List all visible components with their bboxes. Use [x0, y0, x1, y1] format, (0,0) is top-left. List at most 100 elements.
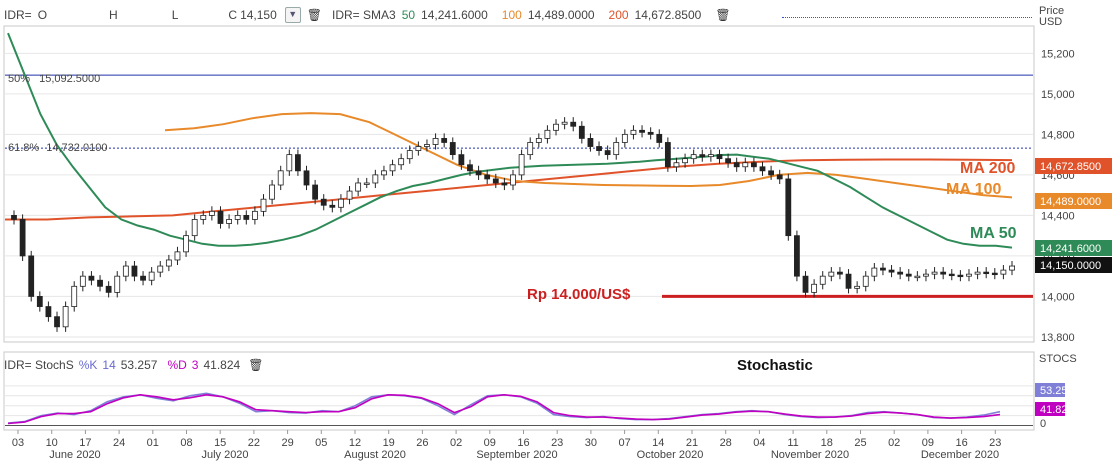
x-month-label: October 2020: [637, 449, 704, 461]
candle: [234, 214, 241, 220]
candle: [45, 306, 52, 318]
x-day-label: 19: [383, 437, 395, 449]
stoch-label: IDR= StochS: [4, 358, 74, 372]
candle: [329, 204, 336, 208]
moving-average-lines: [5, 32, 1013, 249]
candle: [742, 162, 749, 168]
candle: [570, 121, 577, 127]
candle: [553, 123, 559, 131]
candle: [36, 296, 43, 307]
stoch-grid: [5, 385, 1033, 427]
candle: [699, 154, 706, 158]
candle: [11, 214, 17, 220]
x-day-label: 12: [349, 437, 361, 449]
candle: [716, 154, 723, 160]
x-day-label: 17: [79, 437, 91, 449]
ma50-line: [7, 32, 1013, 249]
candle: [905, 273, 912, 277]
candle: [88, 275, 95, 281]
x-day-label: 23: [551, 437, 563, 449]
candle: [613, 142, 620, 156]
symbol-label: IDR=: [4, 8, 32, 22]
x-day-label: 23: [989, 437, 1001, 449]
toolbar-dotted-line: [782, 17, 1032, 18]
x-day-label: 25: [854, 437, 866, 449]
candle: [208, 210, 215, 216]
candle: [277, 170, 284, 186]
ma100-annotation: MA 100: [946, 181, 1002, 198]
candle: [355, 182, 362, 192]
candle: [664, 142, 671, 168]
high-label: H: [109, 8, 118, 22]
x-day-label: 21: [686, 437, 698, 449]
candle: [501, 182, 508, 186]
candle: [828, 271, 835, 277]
candle: [802, 275, 809, 293]
candle: [295, 154, 301, 172]
candle: [346, 190, 353, 200]
candle: [372, 174, 379, 184]
fib50-percent: 50%: [8, 73, 31, 85]
dropdown-chevron-icon[interactable]: ▼: [284, 7, 301, 23]
candle: [114, 275, 121, 293]
candle: [260, 198, 267, 212]
stoch-tick-label: 41.824: [1040, 404, 1074, 416]
candle: [966, 273, 972, 277]
x-day-label: 28: [720, 437, 732, 449]
candle: [217, 210, 224, 224]
candle: [888, 269, 895, 273]
fib618-label: 61.8% 14,732.0100: [8, 142, 107, 154]
x-day-label: 30: [585, 437, 597, 449]
sma-trash-icon[interactable]: 🗑: [715, 8, 731, 22]
trash-icon[interactable]: 🗑: [306, 8, 322, 22]
candle: [682, 158, 688, 164]
low-label: L: [171, 8, 179, 22]
x-day-label: 26: [416, 437, 428, 449]
candle: [484, 174, 491, 180]
fib50-value: 15,092.5000: [39, 73, 101, 85]
candle: [243, 214, 250, 220]
y-tick-label: 14,000: [1041, 291, 1075, 303]
stoch-title: Stochastic: [737, 357, 813, 374]
x-day-label: 29: [281, 437, 293, 449]
candle: [1009, 265, 1015, 271]
stoch-value-tag: [1035, 402, 1065, 416]
stoch-lines: [7, 392, 1001, 425]
price-tag-label: 14,241.6000: [1040, 243, 1101, 255]
candle: [621, 133, 628, 143]
price-tag: [1035, 257, 1112, 273]
candle: [303, 170, 310, 186]
currency-label: USD: [1039, 16, 1063, 28]
candle: [845, 273, 852, 289]
candle: [122, 265, 129, 277]
candle: [931, 271, 938, 275]
candle: [97, 279, 103, 287]
candle: [183, 235, 189, 253]
candle: [604, 150, 611, 156]
stoch-d-line: [7, 393, 1001, 425]
stocs-label: STOCS: [1039, 353, 1077, 365]
stoch-tick-label: 0: [1040, 418, 1046, 430]
candle: [527, 142, 534, 156]
x-day-label: 07: [618, 437, 630, 449]
sma-value-100: 14,489.0000: [527, 8, 595, 22]
candle: [768, 170, 775, 176]
x-day-label: 02: [888, 437, 900, 449]
stoch-trash-icon[interactable]: 🗑: [248, 358, 264, 372]
candle: [914, 275, 921, 279]
candle: [62, 306, 69, 328]
candle: [991, 272, 998, 276]
candle: [312, 184, 319, 200]
open-label: O: [37, 8, 48, 22]
x-month-label: November 2020: [771, 449, 849, 461]
x-day-label: 16: [955, 437, 967, 449]
stoch-k-line: [7, 392, 1001, 424]
stoch-axis: 53.257 41.824 0: [1035, 383, 1074, 430]
candle: [647, 131, 654, 135]
candle: [923, 273, 929, 277]
k-value: 53.257: [120, 358, 158, 372]
candle: [363, 182, 370, 185]
ma200-line: [5, 158, 1013, 221]
x-month-label: June 2020: [49, 449, 100, 461]
k-label: %K: [78, 358, 98, 372]
